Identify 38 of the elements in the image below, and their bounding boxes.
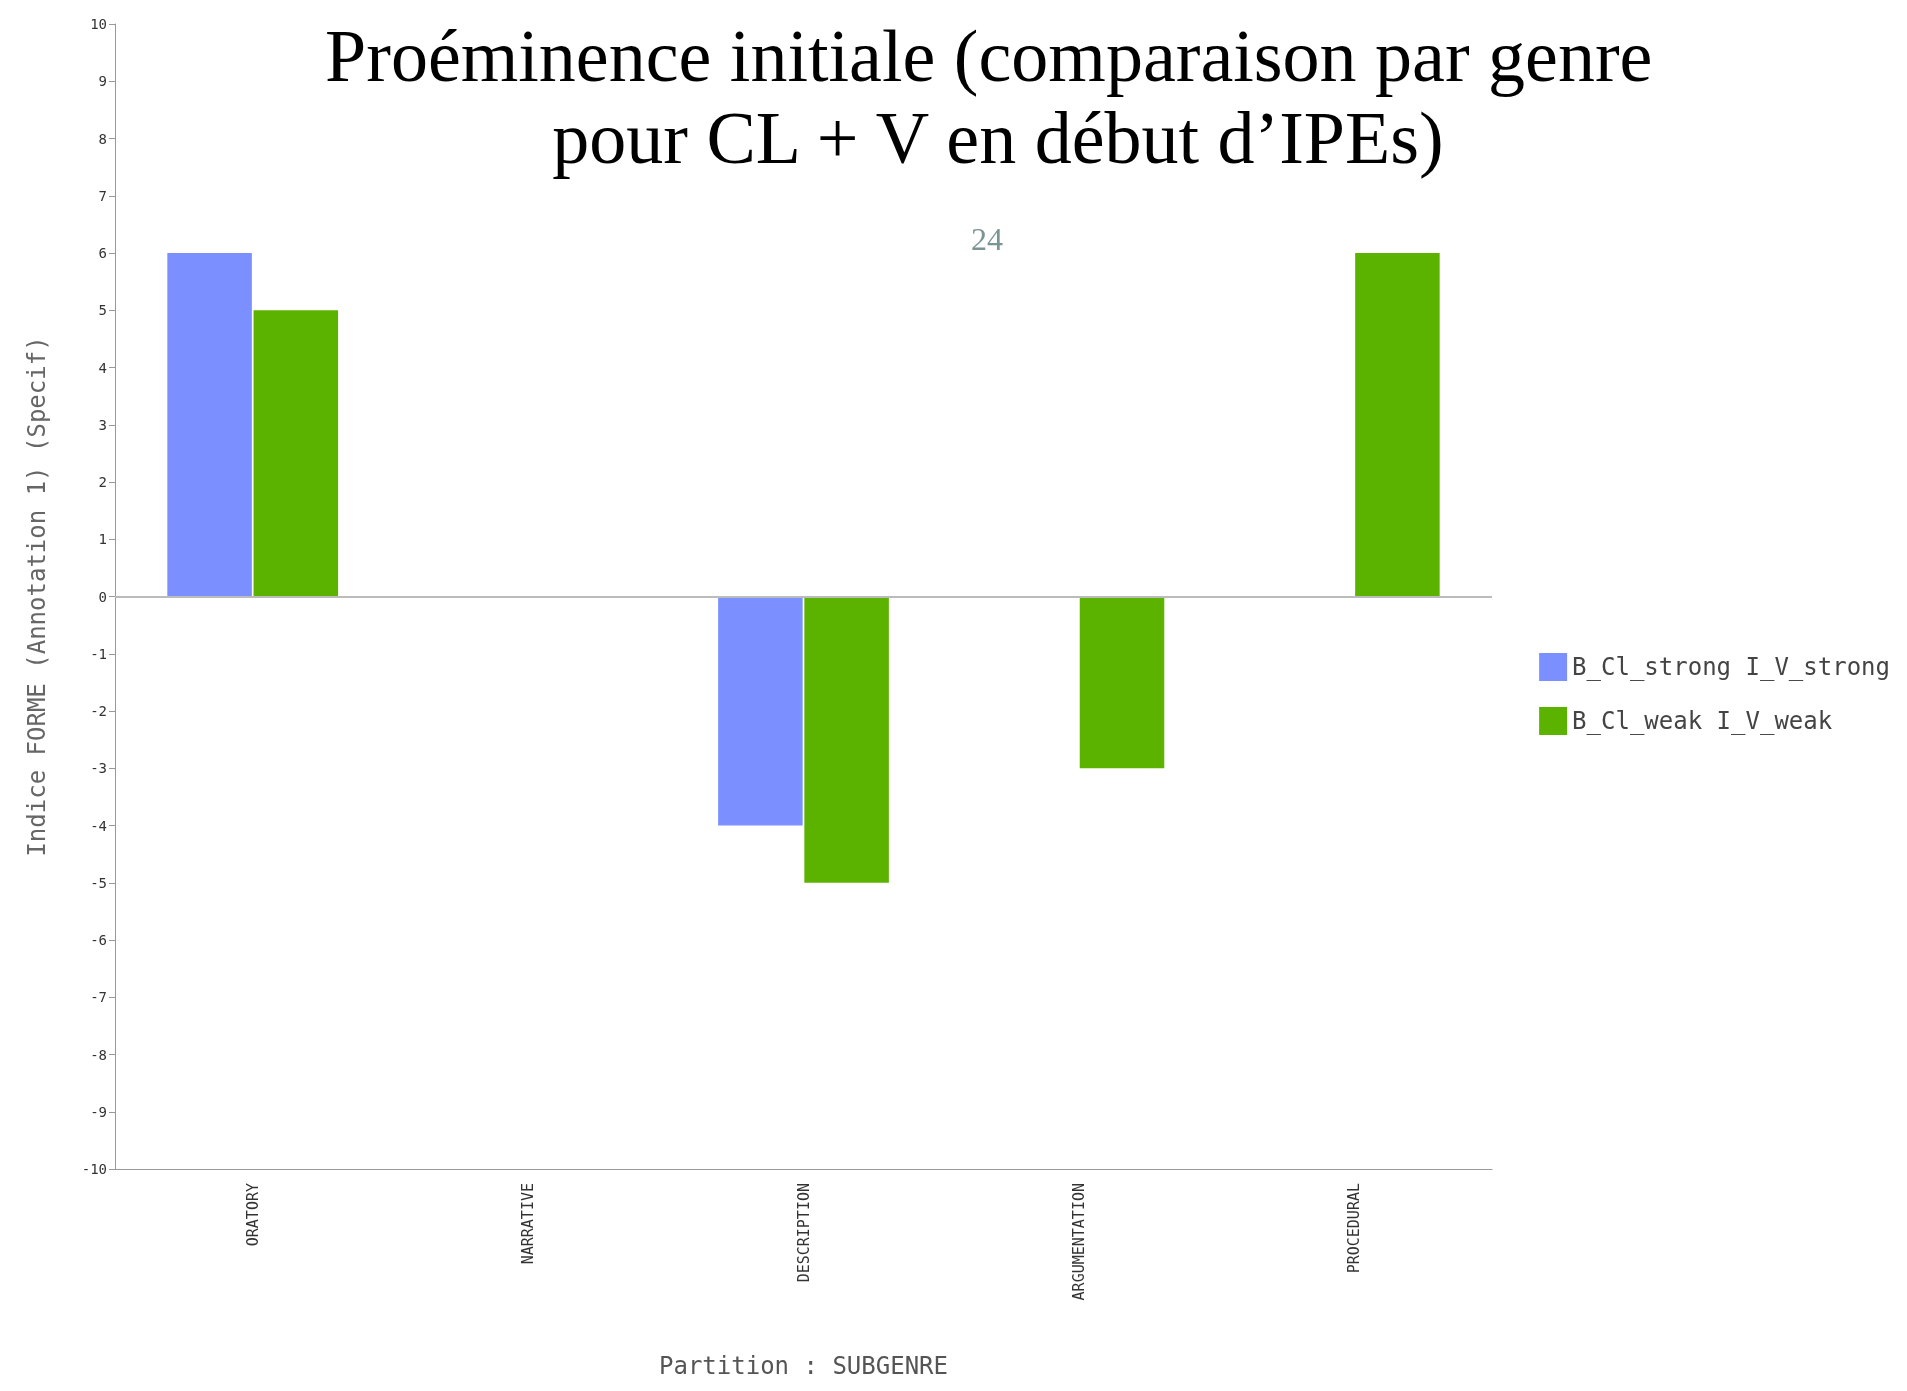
bar [1079,596,1165,769]
y-tick-label: 9 [98,73,107,90]
y-tick-label: -3 [90,760,107,777]
bar [718,596,803,826]
y-tick-label: 5 [98,302,107,319]
y-tick-label: 3 [98,416,107,433]
y-tick-label: -2 [90,703,107,719]
bar [1355,253,1440,597]
x-axis-title: Partition : SUBGENRE [659,1352,948,1380]
chart-title: Proéminence initiale (comparaison par genre pour CL + V en début d’IPEs) [325,15,1671,179]
y-tick-label: 6 [98,245,107,261]
y-tick-label: -9 [90,1103,107,1120]
x-tick-label: NARRATIVE [519,1183,538,1265]
y-tick-label: -4 [90,817,107,834]
y-tick-label: 0 [98,588,107,605]
annotation: 24 [971,221,1003,257]
y-tick-label: 8 [98,130,107,147]
y-tick-label: -8 [90,1046,107,1063]
y-tick-label: 10 [90,16,107,32]
legend-label: B_Cl_weak I_V_weak [1572,707,1833,735]
x-tick-label: PROCEDURAL [1345,1183,1364,1274]
y-tick-label: 7 [98,187,107,204]
x-tick-label: ARGUMENTATION [1069,1183,1088,1301]
bar [804,596,889,883]
bar [253,310,339,597]
x-tick-label: ORATORY [243,1183,262,1247]
y-tick-label: -10 [81,1161,107,1177]
y-tick-label: -1 [90,645,107,662]
y-tick-label: -5 [90,874,107,891]
bar [167,253,252,597]
y-tick-label: 1 [98,531,107,548]
y-tick-label: -7 [90,989,107,1006]
y-tick-label: -6 [90,932,107,948]
y-tick-label: 2 [98,474,107,490]
x-tick-label: DESCRIPTION [794,1183,813,1283]
legend-label: B_Cl_strong I_V_strong [1572,653,1891,681]
y-tick-label: 4 [98,359,107,376]
y-axis-title: Indice FORME (Annotation 1) (Specif) [23,336,51,857]
